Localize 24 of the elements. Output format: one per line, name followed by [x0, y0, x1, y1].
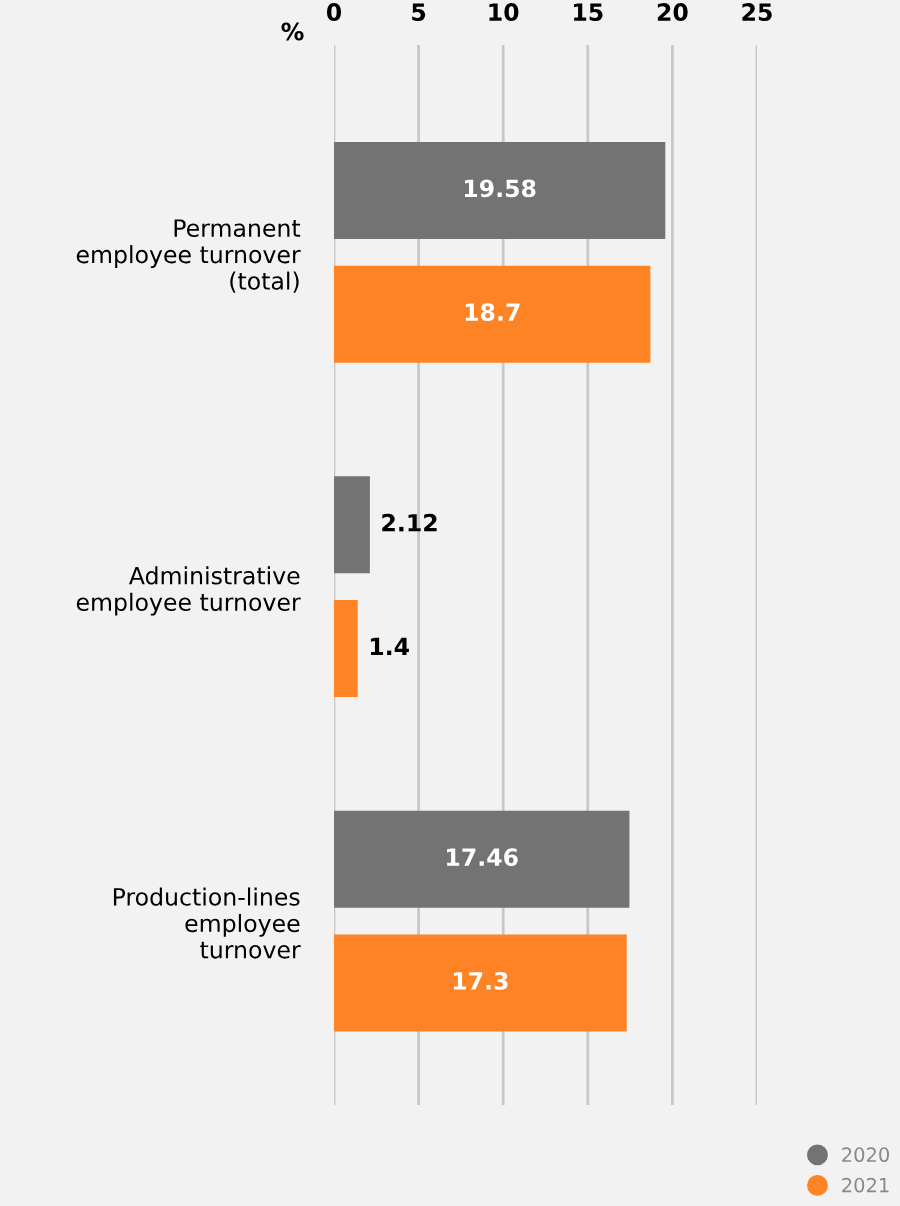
legend-label: 2021 — [842, 1177, 889, 1193]
bar — [334, 141, 666, 239]
data-label: 2.12 — [382, 513, 437, 532]
bar — [334, 934, 627, 1032]
x-tick-label: 10 — [489, 3, 519, 21]
data-label: 17.3 — [453, 971, 508, 990]
bar — [334, 600, 358, 698]
legend-label: 2020 — [842, 1147, 889, 1163]
data-label: 19.58 — [464, 179, 536, 198]
data-label: 1.4 — [370, 637, 409, 656]
y-tick-label: Production-lines employee turnover — [113, 887, 301, 959]
data-label: 18.7 — [465, 303, 520, 322]
bar — [334, 265, 651, 363]
x-axis-title: % — [281, 22, 304, 41]
bar — [334, 810, 630, 908]
x-tick-label: 15 — [574, 3, 603, 21]
x-tick-label: 0 — [326, 3, 342, 21]
x-tick-label: 20 — [657, 3, 688, 21]
data-label: 17.46 — [447, 848, 518, 867]
bar — [334, 476, 370, 574]
y-tick-label: Permanent employee turnover (total) — [76, 219, 301, 293]
x-tick-label: 5 — [412, 3, 426, 21]
x-tick-label: 25 — [742, 3, 772, 21]
y-tick-label: Administrative employee turnover — [76, 566, 301, 616]
